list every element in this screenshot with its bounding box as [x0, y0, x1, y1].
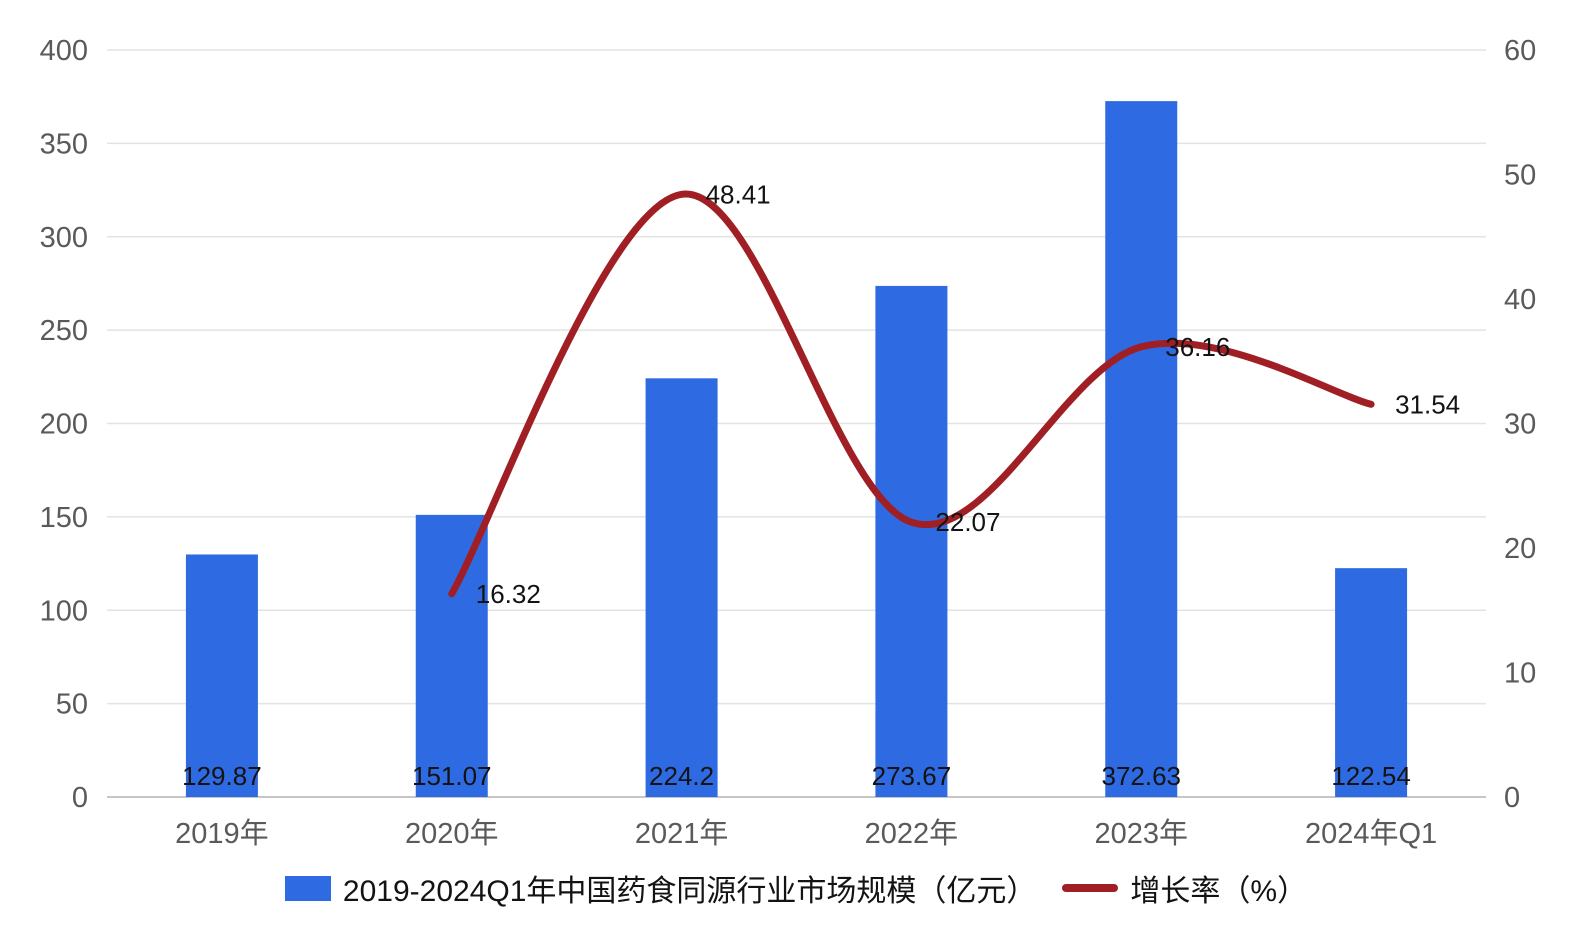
- growth-rate-line: [448, 190, 1375, 598]
- left-axis-tick-label: 400: [40, 35, 88, 67]
- left-axis-tick-label: 250: [40, 315, 88, 347]
- bar-data-label: 122.54: [1331, 761, 1411, 791]
- category-label: 2019年: [175, 817, 269, 850]
- bar: [875, 285, 948, 797]
- legend: 2019-2024Q1年中国药食同源行业市场规模（亿元） 增长率（%）: [0, 866, 1592, 910]
- right-axis-tick-label: 10: [1504, 658, 1536, 690]
- line-series-swatch-icon: [1062, 884, 1119, 892]
- line-data-label: 22.07: [935, 507, 1000, 537]
- right-axis-tick-label: 50: [1504, 160, 1536, 192]
- category-label: 2020年: [405, 817, 499, 850]
- legend-item-market-size: 2019-2024Q1年中国药食同源行业市场规模（亿元）: [284, 866, 1037, 910]
- right-axis-tick-label: 40: [1504, 284, 1536, 316]
- left-axis-tick-label: 100: [40, 595, 88, 627]
- line-data-label: 16.32: [476, 579, 541, 609]
- bar-series-label: 2019-2024Q1年中国药食同源行业市场规模（亿元）: [342, 875, 1037, 908]
- bar: [1105, 101, 1178, 798]
- left-axis-tick-label: 200: [40, 409, 88, 441]
- bar: [1335, 568, 1408, 797]
- left-axis-tick-label: 0: [72, 782, 88, 814]
- right-axis-tick-label: 20: [1504, 533, 1536, 565]
- right-axis-tick-label: 30: [1504, 409, 1536, 441]
- bar-data-label: 129.87: [182, 761, 262, 791]
- growth-series-label: 增长率（%）: [1130, 875, 1308, 908]
- bar-data-label: 372.63: [1101, 761, 1181, 791]
- left-axis-tick-label: 150: [40, 502, 88, 534]
- bar-data-label: 224.2: [649, 761, 714, 791]
- bar-data-label: 273.67: [872, 761, 952, 791]
- left-axis-tick-label: 50: [56, 689, 88, 721]
- right-axis-tick-label: 60: [1504, 35, 1536, 67]
- bar-data-label: 151.07: [412, 761, 492, 791]
- category-label: 2024年Q1: [1305, 817, 1437, 850]
- bar: [185, 554, 258, 797]
- left-axis-tick-label: 350: [40, 128, 88, 160]
- line-data-label: 48.41: [706, 179, 771, 209]
- legend-item-growth-rate: 增长率（%）: [1062, 866, 1307, 910]
- bar-series-swatch-icon: [284, 875, 331, 901]
- category-label: 2022年: [865, 817, 959, 850]
- category-label: 2021年: [635, 817, 729, 850]
- line-data-label: 36.16: [1165, 332, 1230, 362]
- category-label: 2023年: [1094, 817, 1188, 850]
- bar: [415, 514, 488, 797]
- right-axis-tick-label: 0: [1504, 782, 1520, 814]
- left-axis-tick-label: 300: [40, 222, 88, 254]
- combo-chart: 0 50 100 150 200 250 300 350 400 0 10 20 30 40 50 60 129…: [40, 35, 1537, 850]
- bar: [645, 378, 718, 797]
- line-data-label: 31.54: [1395, 389, 1460, 419]
